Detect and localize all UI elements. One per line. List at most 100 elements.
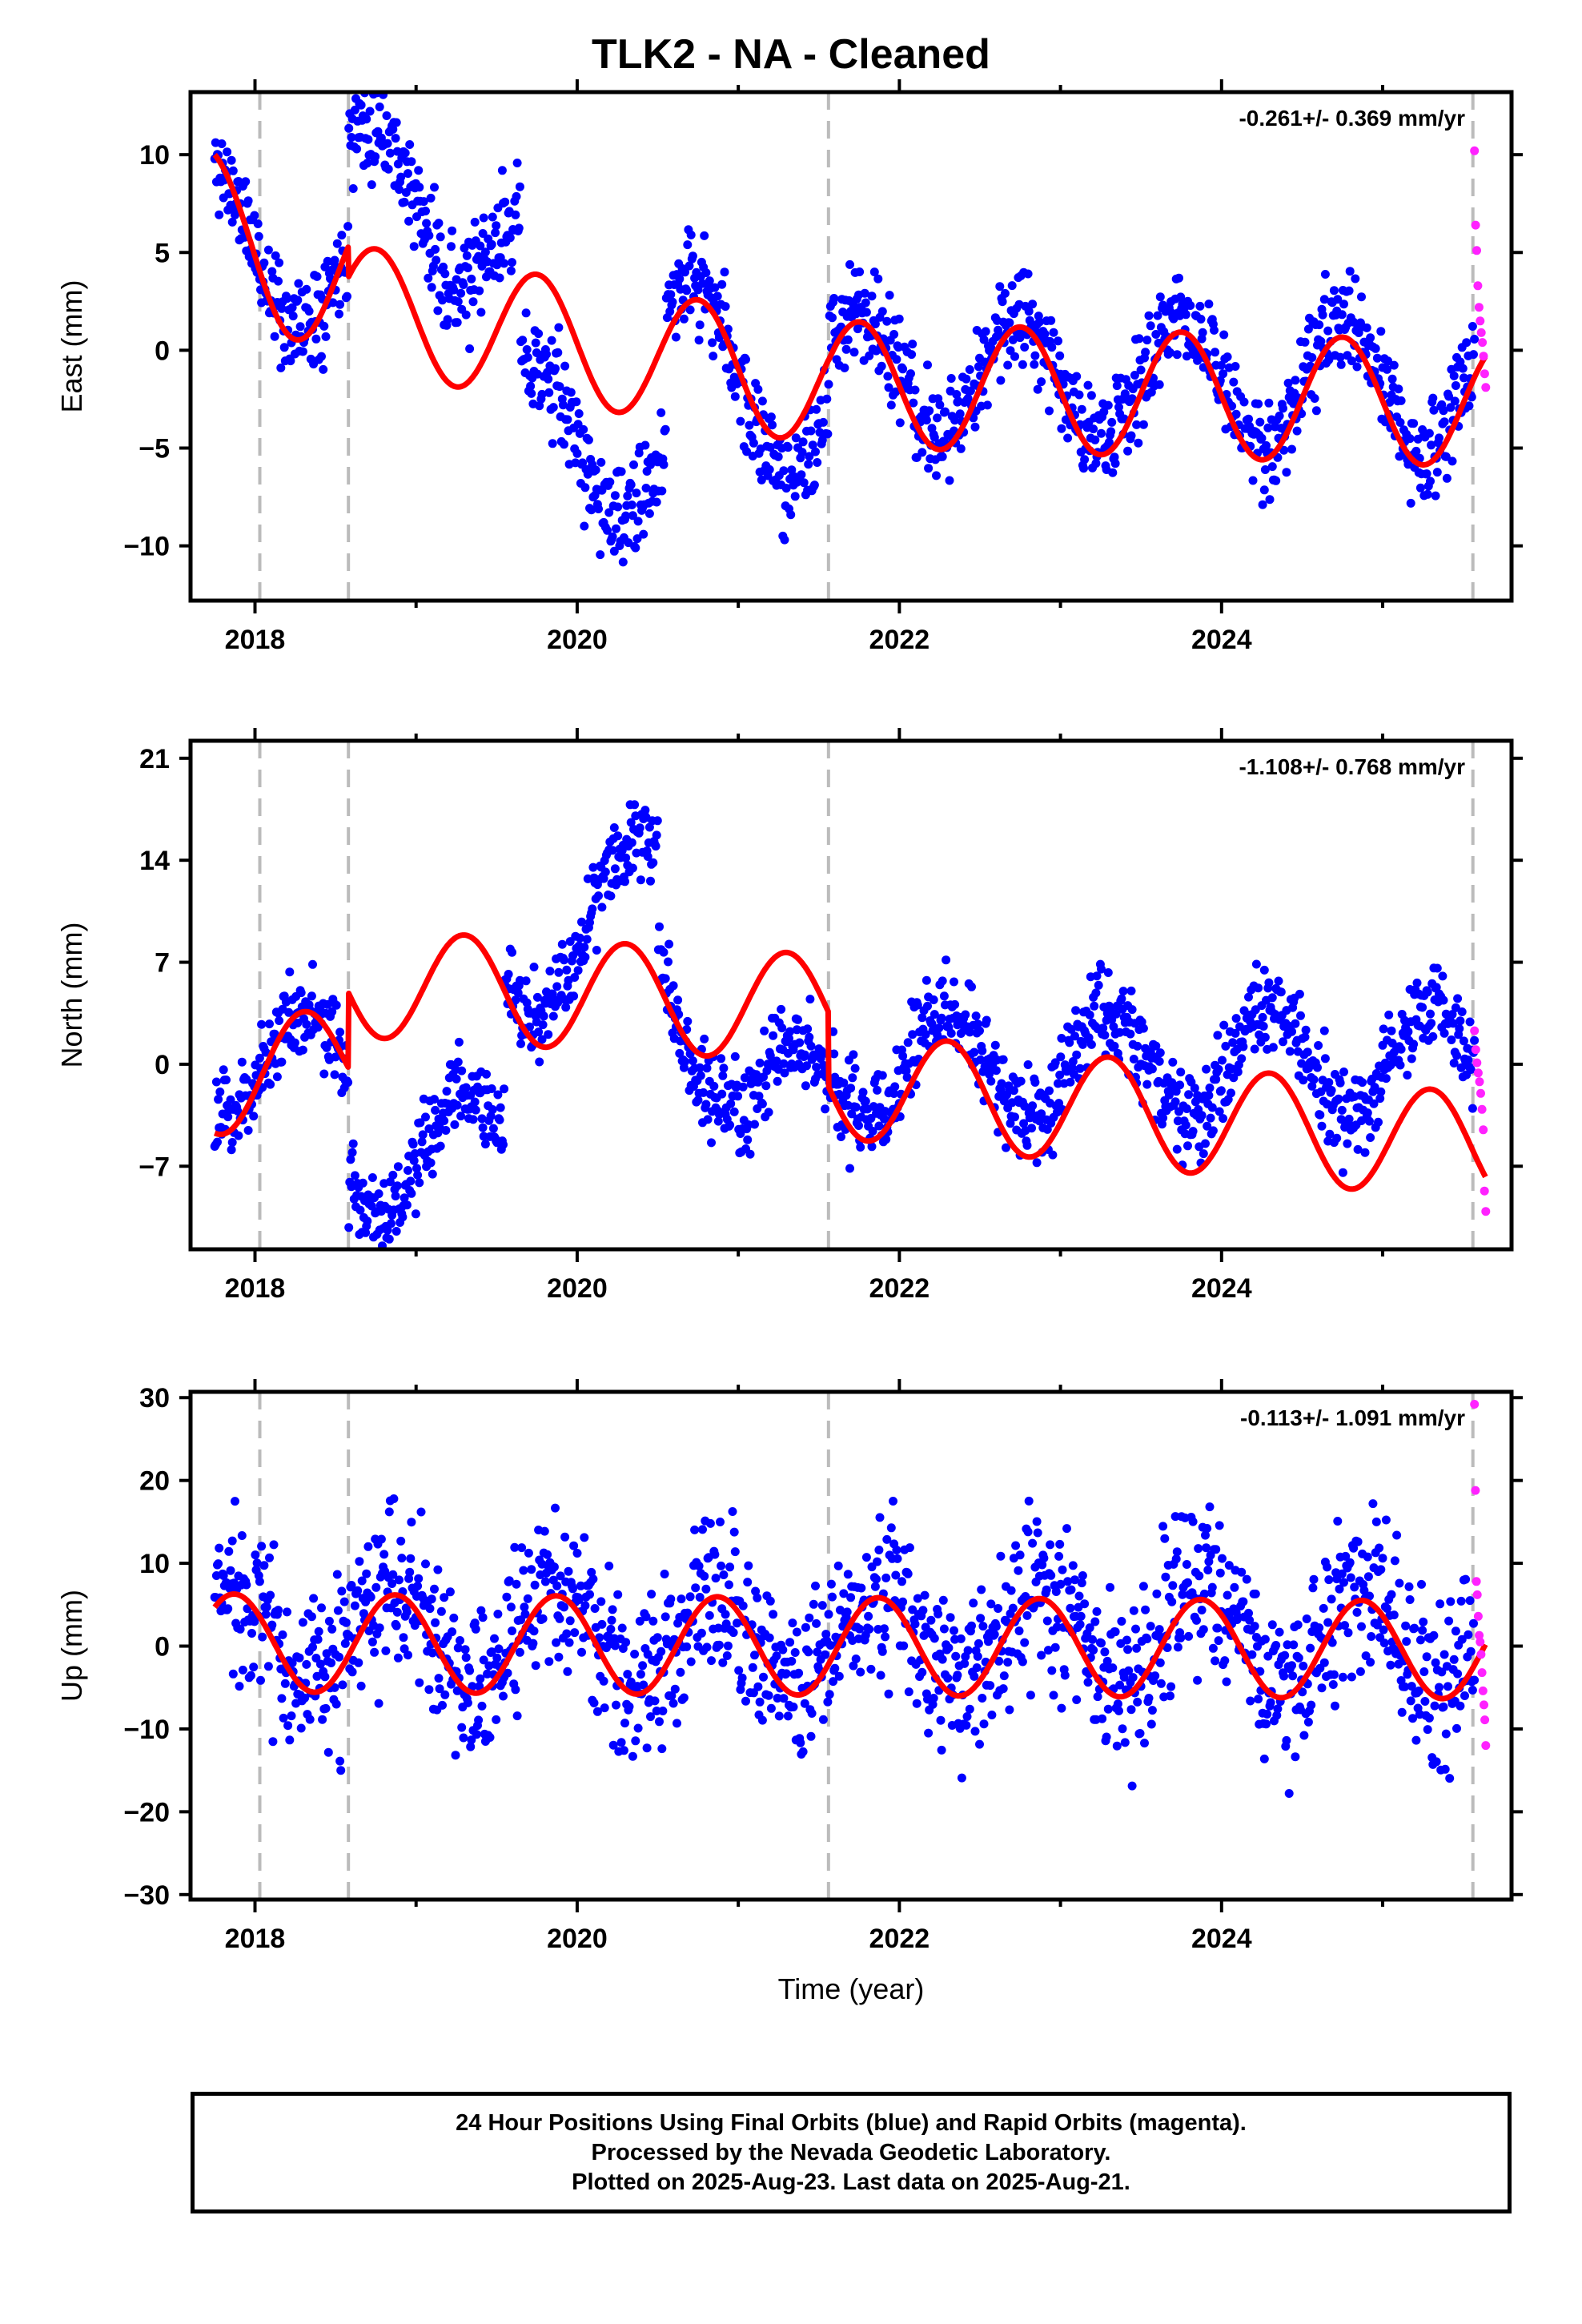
- final-orbit-point: [942, 955, 951, 965]
- final-orbit-point: [1088, 1634, 1097, 1644]
- final-orbit-point: [652, 816, 662, 826]
- final-orbit-point: [424, 273, 433, 283]
- final-orbit-point: [235, 1624, 245, 1634]
- rapid-orbit-point: [1471, 1486, 1480, 1495]
- final-orbit-point: [779, 1694, 789, 1703]
- final-orbit-point: [359, 1609, 368, 1618]
- final-orbit-point: [511, 995, 520, 1005]
- final-orbit-point: [873, 1557, 882, 1566]
- final-orbit-point: [867, 292, 877, 301]
- final-orbit-point: [1258, 1012, 1267, 1022]
- final-orbit-point: [520, 1610, 530, 1619]
- final-orbit-point: [476, 1674, 485, 1683]
- final-orbit-point: [294, 279, 303, 288]
- final-orbit-point: [753, 384, 763, 394]
- final-orbit-point: [363, 135, 373, 144]
- final-orbit-point: [324, 1616, 334, 1626]
- final-orbit-point: [1219, 369, 1228, 379]
- final-orbit-point: [1446, 1597, 1456, 1606]
- final-orbit-point: [1055, 1070, 1065, 1080]
- final-orbit-point: [1239, 397, 1249, 407]
- final-orbit-point: [379, 1550, 389, 1559]
- final-orbit-point: [976, 1055, 986, 1064]
- final-orbit-point: [898, 1597, 908, 1606]
- final-orbit-point: [903, 1569, 913, 1578]
- final-orbit-point: [757, 1100, 767, 1108]
- final-orbit-point: [1046, 1540, 1055, 1550]
- final-orbit-point: [1338, 1672, 1347, 1682]
- final-orbit-point: [556, 1571, 565, 1581]
- final-orbit-point: [430, 1584, 439, 1594]
- final-orbit-point: [665, 939, 674, 949]
- rapid-orbit-point: [1474, 303, 1484, 312]
- final-orbit-point: [271, 251, 280, 260]
- rapid-orbit-point: [1473, 1611, 1483, 1621]
- y-tick-label: 20: [139, 1466, 170, 1497]
- final-orbit-point: [1402, 1637, 1411, 1647]
- final-orbit-point: [956, 444, 966, 453]
- final-orbit-point: [1222, 1677, 1231, 1687]
- final-orbit-point: [725, 1562, 735, 1572]
- final-orbit-point: [976, 1614, 986, 1623]
- final-orbit-point: [1426, 476, 1435, 486]
- final-orbit-point: [387, 1219, 396, 1228]
- final-orbit-point: [675, 274, 685, 283]
- final-orbit-point: [1344, 286, 1354, 296]
- final-orbit-point: [1166, 1682, 1176, 1691]
- final-orbit-point: [823, 429, 833, 439]
- final-orbit-point: [1175, 1080, 1185, 1090]
- final-orbit-point: [211, 1077, 221, 1087]
- final-orbit-point: [547, 336, 556, 345]
- final-orbit-point: [1333, 295, 1343, 304]
- final-orbit-points: [210, 92, 1480, 567]
- final-orbit-point: [1424, 1713, 1434, 1723]
- final-orbit-point: [613, 831, 623, 841]
- final-orbit-point: [1406, 1696, 1415, 1706]
- final-orbit-point: [1130, 371, 1139, 380]
- final-orbit-point: [1431, 1658, 1440, 1667]
- final-orbit-point: [450, 1120, 460, 1129]
- final-orbit-point: [1267, 462, 1277, 472]
- final-orbit-point: [433, 1565, 443, 1574]
- final-orbit-point: [585, 1590, 594, 1599]
- final-orbit-point: [643, 852, 652, 861]
- final-orbit-point: [1024, 1496, 1034, 1506]
- final-orbit-point: [527, 1565, 536, 1574]
- final-orbit-point: [1063, 433, 1073, 443]
- final-orbit-point: [254, 231, 263, 241]
- final-orbit-point: [1401, 1621, 1411, 1630]
- final-orbit-point: [1320, 1054, 1330, 1063]
- final-orbit-point: [1333, 1517, 1343, 1526]
- final-orbit-point: [391, 118, 401, 127]
- final-orbit-point: [873, 274, 883, 283]
- final-orbit-point: [580, 521, 589, 531]
- final-orbit-point: [572, 448, 582, 458]
- final-orbit-point: [502, 1592, 512, 1602]
- final-orbit-point: [362, 115, 371, 124]
- final-orbit-point: [841, 344, 851, 354]
- final-orbit-point: [335, 1027, 345, 1037]
- final-orbit-point: [1032, 1158, 1042, 1168]
- rapid-orbit-point: [1480, 1700, 1488, 1710]
- final-orbit-point: [737, 1673, 747, 1683]
- final-orbit-point: [1128, 1673, 1138, 1683]
- final-orbit-point: [543, 1550, 552, 1559]
- final-orbit-point: [1202, 1064, 1211, 1074]
- final-orbit-point: [1111, 1009, 1121, 1019]
- final-orbit-point: [779, 466, 789, 476]
- final-orbit-point: [223, 1604, 233, 1614]
- final-orbit-point: [308, 959, 317, 969]
- final-orbit-point: [1358, 1078, 1367, 1088]
- final-orbit-point: [908, 340, 917, 349]
- final-orbit-point: [908, 1030, 917, 1039]
- final-orbit-point: [440, 1593, 449, 1602]
- final-orbit-point: [467, 1735, 476, 1745]
- final-orbit-point: [848, 1073, 857, 1083]
- final-orbit-point: [626, 818, 636, 827]
- final-orbit-point: [1366, 333, 1375, 343]
- final-orbit-point: [470, 1097, 480, 1107]
- final-orbit-point: [790, 492, 800, 501]
- final-orbit-point: [867, 1142, 877, 1152]
- final-orbit-point: [427, 1594, 436, 1604]
- final-orbit-point: [1190, 1084, 1199, 1093]
